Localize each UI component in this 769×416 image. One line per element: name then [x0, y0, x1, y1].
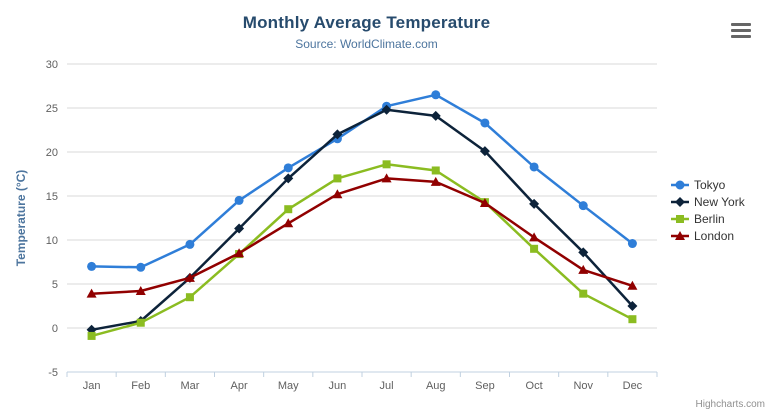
point-new-york-apr[interactable]	[234, 223, 245, 234]
point-tokyo-feb[interactable]	[136, 262, 146, 272]
x-axis-label: Jun	[329, 380, 347, 392]
series-new-york	[86, 104, 638, 335]
point-london-jul[interactable]	[381, 173, 392, 183]
point-berlin-jun[interactable]	[333, 174, 342, 183]
x-axis-label: Feb	[131, 380, 150, 392]
legend-item-tokyo[interactable]: Tokyo	[671, 176, 745, 193]
point-berlin-feb[interactable]	[136, 318, 145, 327]
x-axis-label: Mar	[180, 380, 199, 392]
y-axis-label: 10	[46, 235, 58, 247]
y-axis-label: 20	[46, 147, 58, 159]
point-tokyo-mar[interactable]	[185, 239, 195, 249]
y-axis-label: 0	[52, 323, 58, 335]
series-london	[86, 173, 638, 298]
legend-marker-tokyo	[675, 180, 685, 189]
point-berlin-jan[interactable]	[87, 331, 96, 340]
point-london-may[interactable]	[283, 218, 294, 228]
legend-triangle-icon	[671, 230, 689, 240]
point-new-york-oct[interactable]	[529, 198, 540, 209]
point-london-aug[interactable]	[430, 176, 441, 186]
legend: Tokyo New York Berlin London	[671, 176, 745, 244]
point-london-nov[interactable]	[578, 264, 589, 274]
legend-item-berlin[interactable]: Berlin	[671, 210, 745, 227]
point-tokyo-sep[interactable]	[480, 118, 490, 128]
legend-item-london[interactable]: London	[671, 227, 745, 244]
y-axis-label: 15	[46, 191, 58, 203]
x-axis-label: Dec	[623, 380, 643, 392]
x-axis-label: Apr	[231, 380, 248, 392]
point-berlin-oct[interactable]	[530, 244, 539, 253]
legend-label: Berlin	[694, 211, 725, 226]
point-tokyo-oct[interactable]	[529, 162, 539, 172]
point-berlin-aug[interactable]	[431, 166, 440, 175]
point-tokyo-aug[interactable]	[431, 90, 441, 100]
legend-diamond-icon	[671, 196, 689, 207]
y-axis-label: 5	[52, 279, 58, 291]
x-axis-label: May	[278, 380, 299, 392]
x-axis-label: Jan	[83, 380, 101, 392]
legend-circle-icon	[671, 180, 689, 189]
point-new-york-jun[interactable]	[332, 129, 343, 140]
legend-square-icon	[671, 214, 689, 223]
point-tokyo-dec[interactable]	[627, 239, 637, 249]
point-tokyo-apr[interactable]	[234, 195, 244, 205]
point-berlin-jul[interactable]	[382, 160, 391, 169]
chart-title: Monthly Average Temperature	[242, 13, 491, 32]
point-berlin-may[interactable]	[284, 205, 293, 214]
point-tokyo-nov[interactable]	[578, 201, 588, 211]
series-line-london	[90, 177, 634, 295]
export-menu-button[interactable]	[729, 20, 754, 40]
point-new-york-sep[interactable]	[479, 146, 490, 157]
x-axis-label: Oct	[526, 380, 543, 392]
point-london-dec[interactable]	[627, 280, 638, 290]
legend-marker-london	[675, 230, 685, 240]
x-axis-label: Aug	[426, 380, 446, 392]
series-tokyo	[87, 90, 637, 272]
point-berlin-dec[interactable]	[628, 315, 637, 324]
point-london-sep[interactable]	[479, 198, 490, 208]
point-london-feb[interactable]	[135, 286, 146, 296]
point-berlin-nov[interactable]	[579, 289, 588, 298]
legend-item-new-york[interactable]: New York	[671, 193, 745, 210]
x-axis-label: Nov	[573, 380, 593, 392]
point-berlin-mar[interactable]	[185, 293, 194, 302]
point-london-apr[interactable]	[234, 248, 245, 258]
x-axis-label: Sep	[475, 380, 495, 392]
hamburger-icon	[731, 22, 751, 26]
y-axis-label: -5	[48, 367, 58, 379]
point-london-jan[interactable]	[86, 288, 97, 298]
chart-subtitle: Source: WorldClimate.com	[295, 37, 438, 51]
point-tokyo-may[interactable]	[283, 163, 293, 173]
point-london-mar[interactable]	[184, 272, 195, 282]
x-axis-label: Jul	[380, 380, 394, 392]
legend-marker-berlin	[676, 214, 684, 223]
y-axis-title: Temperature (°C)	[14, 170, 28, 267]
series-line-tokyo	[90, 93, 634, 269]
legend-label: Tokyo	[694, 177, 726, 192]
y-axis-label: 30	[46, 59, 58, 71]
point-new-york-nov[interactable]	[578, 247, 589, 258]
credits-link[interactable]: Highcharts.com	[695, 399, 765, 410]
legend-label: New York	[694, 194, 745, 209]
series-line-new-york	[90, 108, 634, 332]
point-new-york-may[interactable]	[283, 173, 294, 184]
series-line-berlin	[90, 163, 634, 338]
point-new-york-aug[interactable]	[430, 110, 441, 121]
point-london-oct[interactable]	[529, 232, 540, 242]
point-new-york-jul[interactable]	[381, 104, 392, 115]
legend-marker-new-york	[675, 196, 685, 207]
y-axis-label: 25	[46, 103, 58, 115]
point-london-jun[interactable]	[332, 189, 343, 199]
point-new-york-dec[interactable]	[627, 301, 638, 311]
point-tokyo-jan[interactable]	[87, 261, 97, 271]
legend-label: London	[694, 228, 735, 243]
